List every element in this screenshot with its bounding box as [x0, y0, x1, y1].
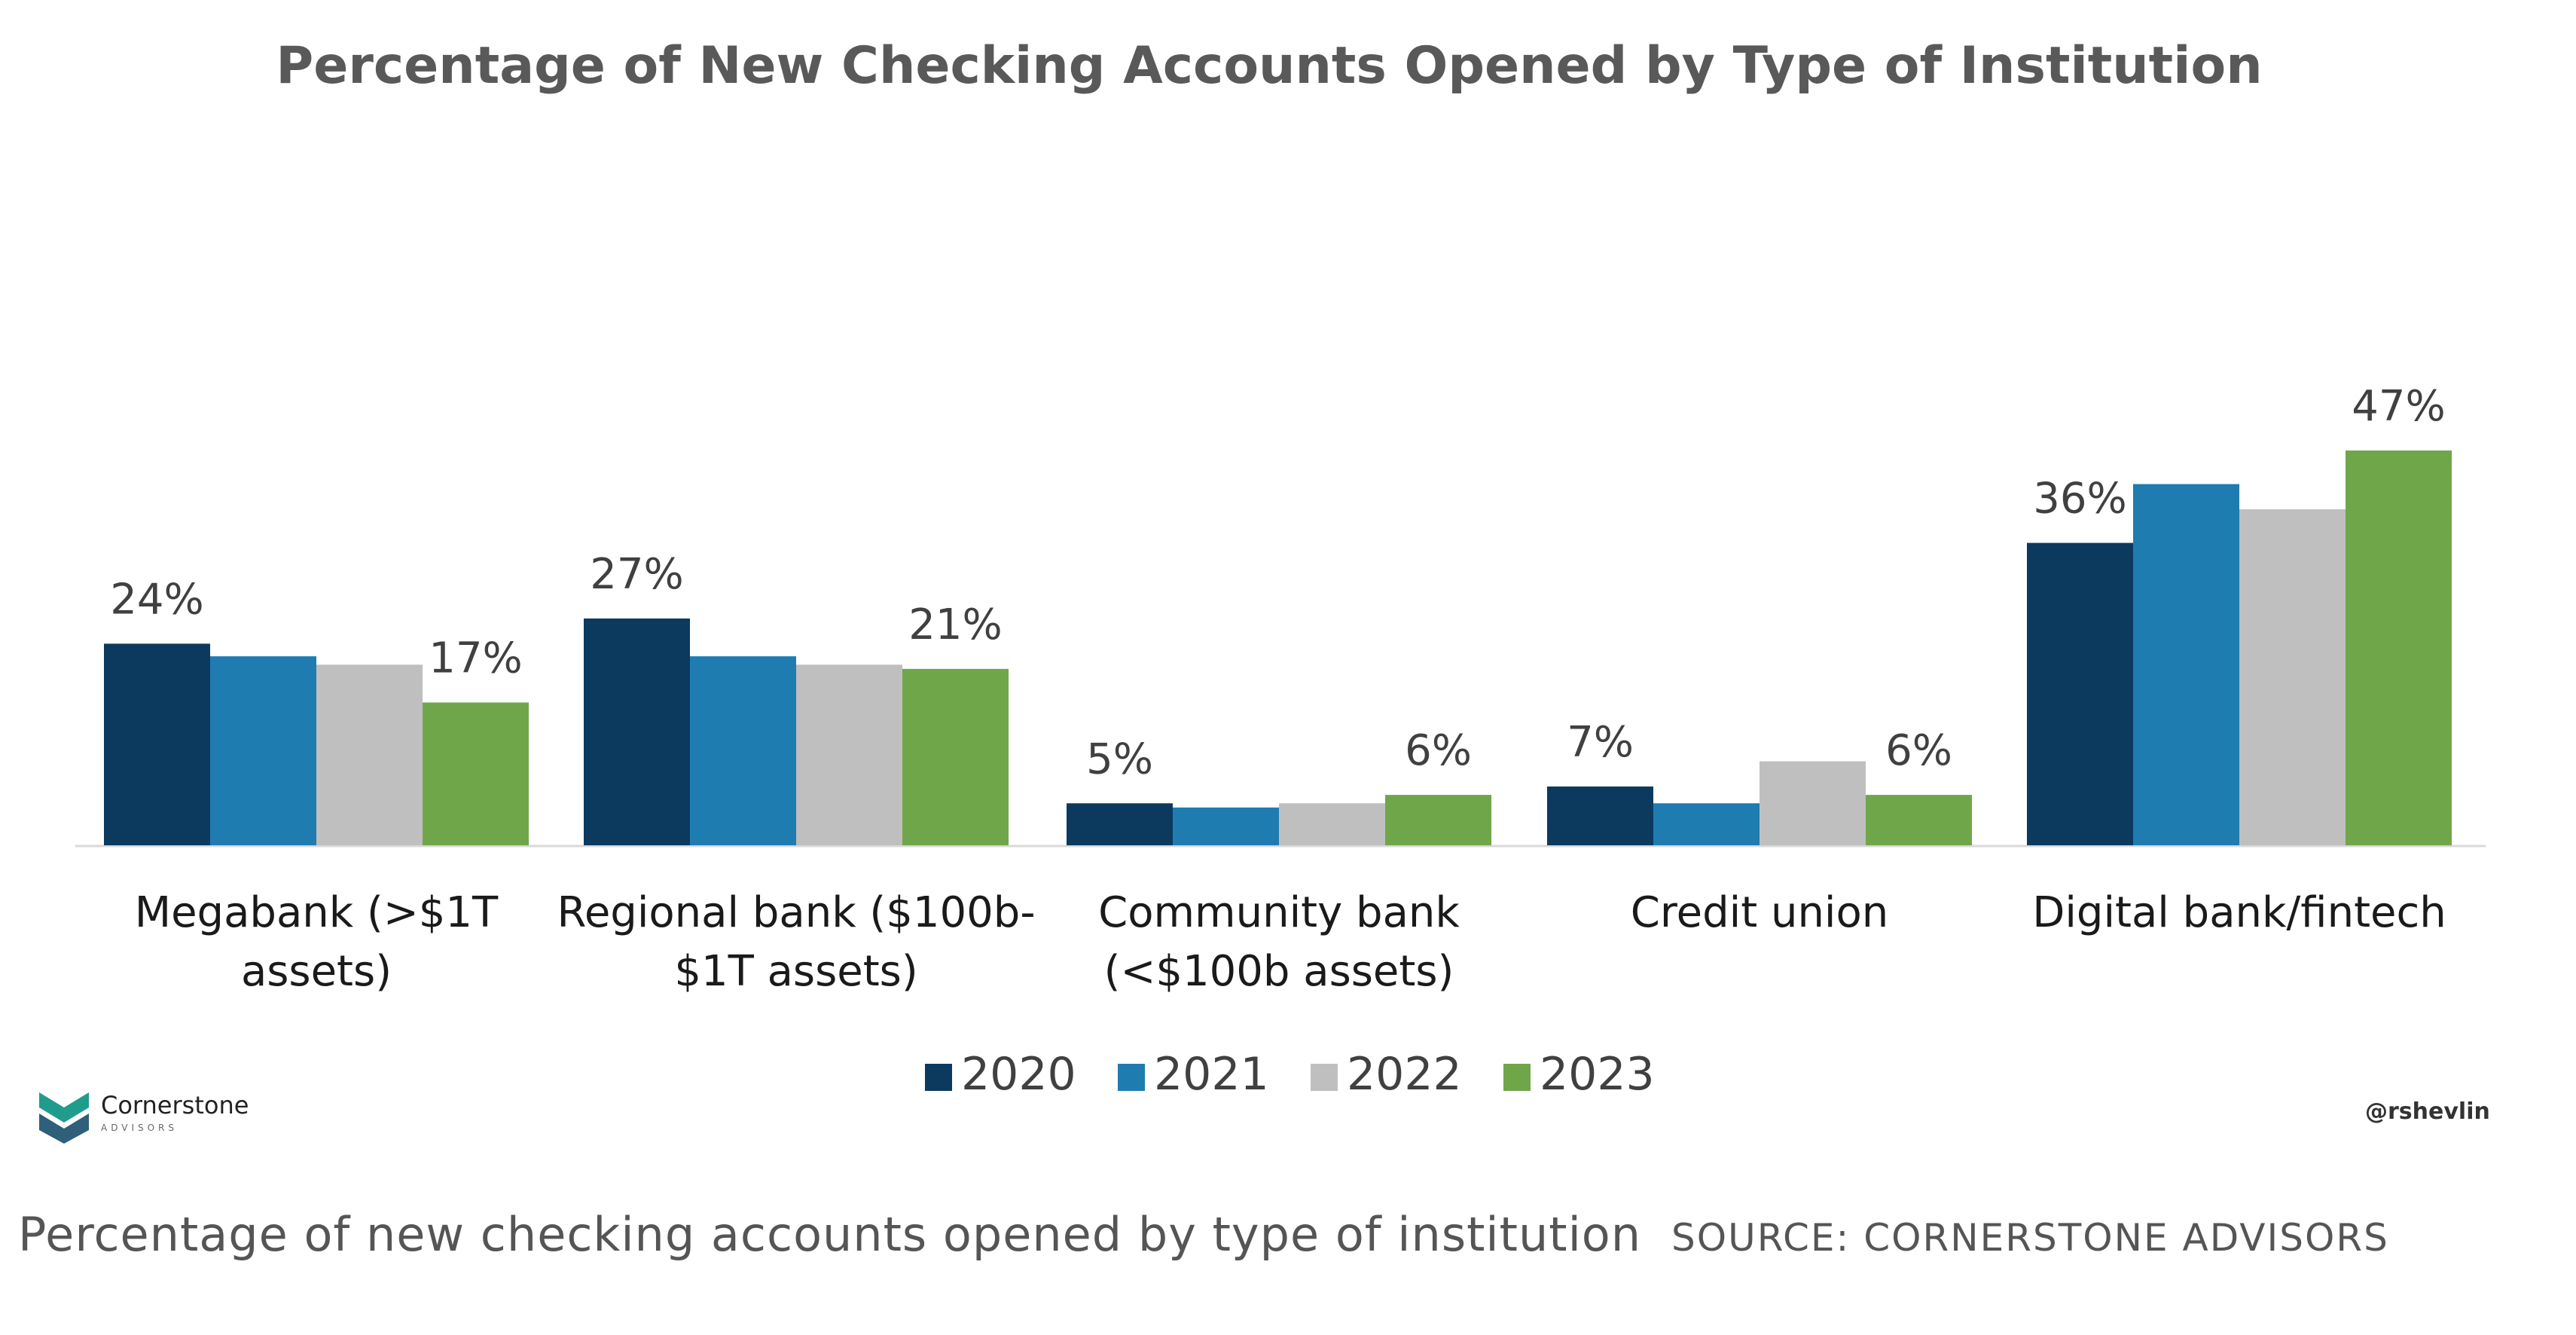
bar-2020-1: [584, 618, 690, 845]
bar-2020-0: [104, 643, 210, 845]
bar-chart: Percentage of New Checking Accounts Open…: [75, 36, 2486, 1101]
category-label: Regional bank ($100b-: [557, 888, 1035, 937]
legend-label-2020: 2020: [961, 1048, 1076, 1101]
category-label: assets): [241, 947, 392, 996]
bar-2021-1: [690, 656, 796, 845]
legend-label-2021: 2021: [1154, 1048, 1269, 1101]
data-label: 17%: [429, 634, 522, 683]
bar-2020-4: [2027, 542, 2133, 845]
data-label: 27%: [590, 550, 683, 599]
bar-2023-3: [1866, 795, 1972, 845]
data-label: 6%: [1885, 726, 1952, 775]
bar-2023-0: [423, 702, 529, 845]
bar-2021-4: [2133, 484, 2239, 845]
category-label: Megabank (>$1T: [135, 888, 499, 937]
legend-label-2023: 2023: [1540, 1048, 1655, 1101]
data-label: 36%: [2033, 475, 2126, 524]
data-label: 7%: [1567, 718, 1634, 767]
logo-wordmark: Cornerstone: [101, 1091, 249, 1120]
bar-2022-4: [2239, 509, 2346, 845]
category-label: Digital bank/fintech: [2032, 888, 2446, 937]
legend-swatch-2021: [1118, 1064, 1145, 1091]
data-label: 21%: [908, 600, 1002, 649]
cornerstone-logo-icon: [39, 1092, 89, 1144]
caption-source: SOURCE: CORNERSTONE ADVISORS: [1671, 1216, 2389, 1260]
bar-2023-2: [1385, 795, 1491, 845]
data-label: 47%: [2352, 382, 2445, 431]
bar-2023-1: [902, 668, 1009, 845]
legend-swatch-2020: [925, 1064, 952, 1091]
category-label: Community bank: [1098, 888, 1460, 937]
data-label: 6%: [1405, 726, 1472, 775]
bar-2023-4: [2346, 450, 2452, 845]
bar-2021-2: [1173, 807, 1279, 845]
category-label: (<$100b assets): [1104, 947, 1454, 996]
bar-2020-2: [1067, 803, 1173, 845]
bar-2022-3: [1760, 761, 1866, 845]
bar-2021-3: [1653, 803, 1760, 845]
data-label: 5%: [1086, 735, 1153, 784]
category-label: $1T assets): [674, 947, 917, 996]
legend-label-2022: 2022: [1347, 1048, 1462, 1101]
chart-title: Percentage of New Checking Accounts Open…: [276, 36, 2262, 96]
bar-2021-0: [210, 656, 316, 845]
caption-text: Percentage of new checking accounts open…: [18, 1207, 1642, 1262]
bar-2022-2: [1279, 803, 1385, 845]
bar-2022-1: [796, 664, 902, 845]
bar-2022-0: [316, 664, 423, 845]
image-caption: Percentage of new checking accounts open…: [18, 1190, 2504, 1291]
data-label: 24%: [110, 575, 203, 624]
legend-swatch-2022: [1311, 1064, 1338, 1091]
cornerstone-logo: Cornerstone ADVISORS: [36, 1085, 285, 1145]
chart-frame: Percentage of New Checking Accounts Open…: [36, 36, 2490, 1145]
bar-2020-3: [1547, 786, 1653, 845]
legend-swatch-2023: [1503, 1064, 1531, 1091]
author-handle: @rshevlin: [2365, 1098, 2490, 1125]
logo-subtext: ADVISORS: [101, 1123, 179, 1133]
category-label: Credit union: [1631, 888, 1889, 937]
